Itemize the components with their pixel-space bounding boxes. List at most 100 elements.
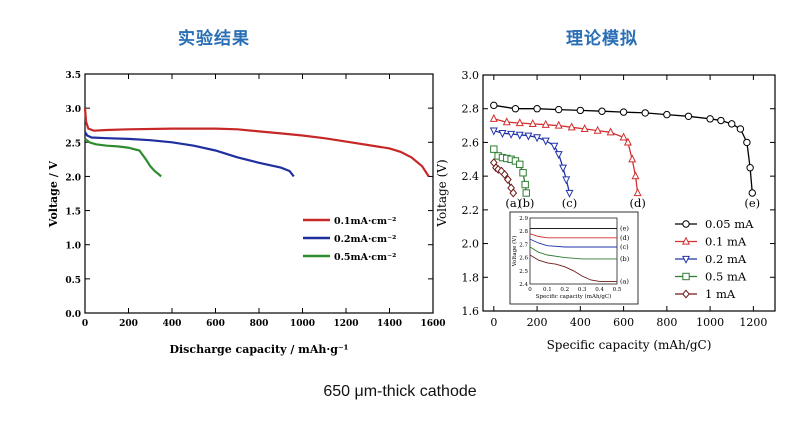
- left-legend-label-2: 0.2mA·cm⁻²: [334, 234, 396, 245]
- inset-y-tick-label: 2.8: [519, 229, 528, 235]
- right-data-point: [489, 113, 498, 122]
- left-y-tick-label: 0.0: [65, 310, 81, 320]
- right-data-point: [504, 175, 512, 184]
- right-x-tick-label: 1200: [739, 316, 767, 329]
- left-y-tick-label: 3.0: [65, 105, 81, 115]
- left-x-tick-label: 200: [119, 319, 138, 329]
- right-data-point: [641, 109, 649, 117]
- right-x-tick-label: 1000: [696, 316, 724, 329]
- right-data-point: [522, 189, 530, 197]
- right-plot-frame: [482, 74, 776, 312]
- right-data-point: [502, 117, 511, 126]
- right-legend-marker-4: [682, 272, 690, 281]
- right-data-point: [684, 112, 693, 121]
- right-data-point: [528, 118, 537, 127]
- right-panel-title: 理论模拟: [566, 29, 638, 49]
- right-data-point: [521, 180, 529, 189]
- right-data-point: [559, 164, 568, 173]
- inset-curve-label-4: (b): [620, 255, 630, 263]
- right-data-point: [490, 101, 498, 110]
- inset-x-tick-label: 0.3: [578, 287, 587, 293]
- inset-x-tick-label: 0.1: [543, 287, 552, 293]
- left-x-tick-label: 1400: [377, 319, 402, 329]
- inset-curve-label-1: (e): [620, 225, 629, 233]
- right-data-point: [516, 160, 524, 169]
- right-legend-marker-5: [682, 289, 690, 299]
- right-curve-label-5: (a): [505, 196, 521, 210]
- right-data-point: [490, 145, 498, 153]
- right-data-point: [500, 169, 509, 179]
- right-data-point: [623, 137, 632, 146]
- left-x-tick-label: 400: [163, 319, 182, 329]
- right-x-tick-label: 0: [490, 316, 497, 329]
- right-data-point: [743, 138, 751, 147]
- left-series-line-1: [83, 108, 430, 177]
- right-curve-label-3: (c): [562, 196, 577, 210]
- right-data-point: [593, 125, 602, 134]
- left-x-tick-label: 1600: [420, 319, 445, 329]
- right-y-tick-label: 2.6: [462, 136, 480, 149]
- left-x-axis-label: Discharge capacity / mAh·g⁻¹: [169, 343, 348, 356]
- right-data-point: [746, 164, 754, 172]
- inset-y-tick-label: 2.6: [519, 256, 528, 262]
- right-data-point: [511, 105, 520, 113]
- left-y-tick-label: 1.0: [65, 242, 81, 252]
- right-data-point: [515, 131, 524, 140]
- right-y-tick-label: 2.0: [462, 238, 480, 251]
- right-data-point: [706, 115, 714, 123]
- inset-x-axis-label: Specific capacity (mAh/gC): [536, 293, 612, 300]
- inset-x-tick-label: 0.2: [560, 287, 569, 293]
- right-data-point: [748, 189, 756, 197]
- right-data-point: [498, 130, 507, 139]
- right-data-point: [663, 110, 671, 119]
- right-legend-marker-3: [681, 255, 691, 264]
- right-data-point: [628, 154, 637, 163]
- inset-y-tick-label: 2.4: [519, 282, 528, 288]
- right-data-point: [519, 169, 527, 177]
- left-y-tick-label: 0.5: [65, 276, 81, 286]
- right-data-point: [728, 120, 736, 128]
- right-data-point: [619, 108, 628, 116]
- right-data-point: [533, 105, 541, 113]
- left-x-tick-label: 0: [82, 319, 88, 329]
- right-curve-label-4: (b): [518, 196, 534, 210]
- right-legend-label-2: 0.1 mA: [705, 235, 747, 249]
- inset-x-tick-label: 0.4: [595, 287, 604, 293]
- left-panel-title: 实验结果: [178, 29, 250, 49]
- right-x-tick-label: 600: [613, 316, 634, 329]
- inset-y-tick-label: 2.9: [519, 216, 528, 222]
- right-data-point: [576, 106, 585, 115]
- right-data-point: [717, 116, 725, 125]
- right-data-point: [489, 127, 498, 136]
- left-series-line-2: [84, 131, 295, 178]
- left-x-tick-label: 1200: [333, 319, 358, 329]
- right-data-point: [633, 188, 642, 197]
- right-legend-marker-2: [681, 236, 691, 245]
- right-y-tick-label: 1.8: [462, 271, 480, 284]
- right-data-point: [541, 119, 550, 128]
- right-data-point: [580, 124, 589, 133]
- right-legend-label-4: 0.5 mA: [705, 270, 747, 284]
- inset-series-line-5: [529, 254, 617, 282]
- right-x-tick-label: 800: [656, 316, 677, 329]
- left-y-tick-label: 3.5: [65, 71, 81, 81]
- right-data-point: [565, 189, 574, 198]
- right-data-point: [562, 176, 571, 185]
- right-data-point: [554, 120, 563, 129]
- left-legend-label-3: 0.5mA·cm⁻²: [334, 252, 396, 263]
- left-y-tick-label: 2.0: [65, 173, 81, 183]
- right-y-tick-label: 2.2: [462, 204, 480, 217]
- inset-series-line-4: [529, 246, 617, 260]
- right-data-point: [631, 171, 640, 180]
- inset-series-line-3: [529, 238, 617, 248]
- right-y-tick-label: 2.8: [462, 103, 480, 116]
- inset-y-tick-label: 2.7: [519, 242, 528, 248]
- right-data-point: [533, 134, 542, 143]
- right-data-point: [509, 188, 518, 198]
- inset-curve-label-5: (a): [620, 277, 629, 285]
- left-x-tick-label: 800: [250, 319, 269, 329]
- right-data-point: [736, 125, 745, 133]
- left-y-axis-label: Voltage / V: [47, 160, 60, 228]
